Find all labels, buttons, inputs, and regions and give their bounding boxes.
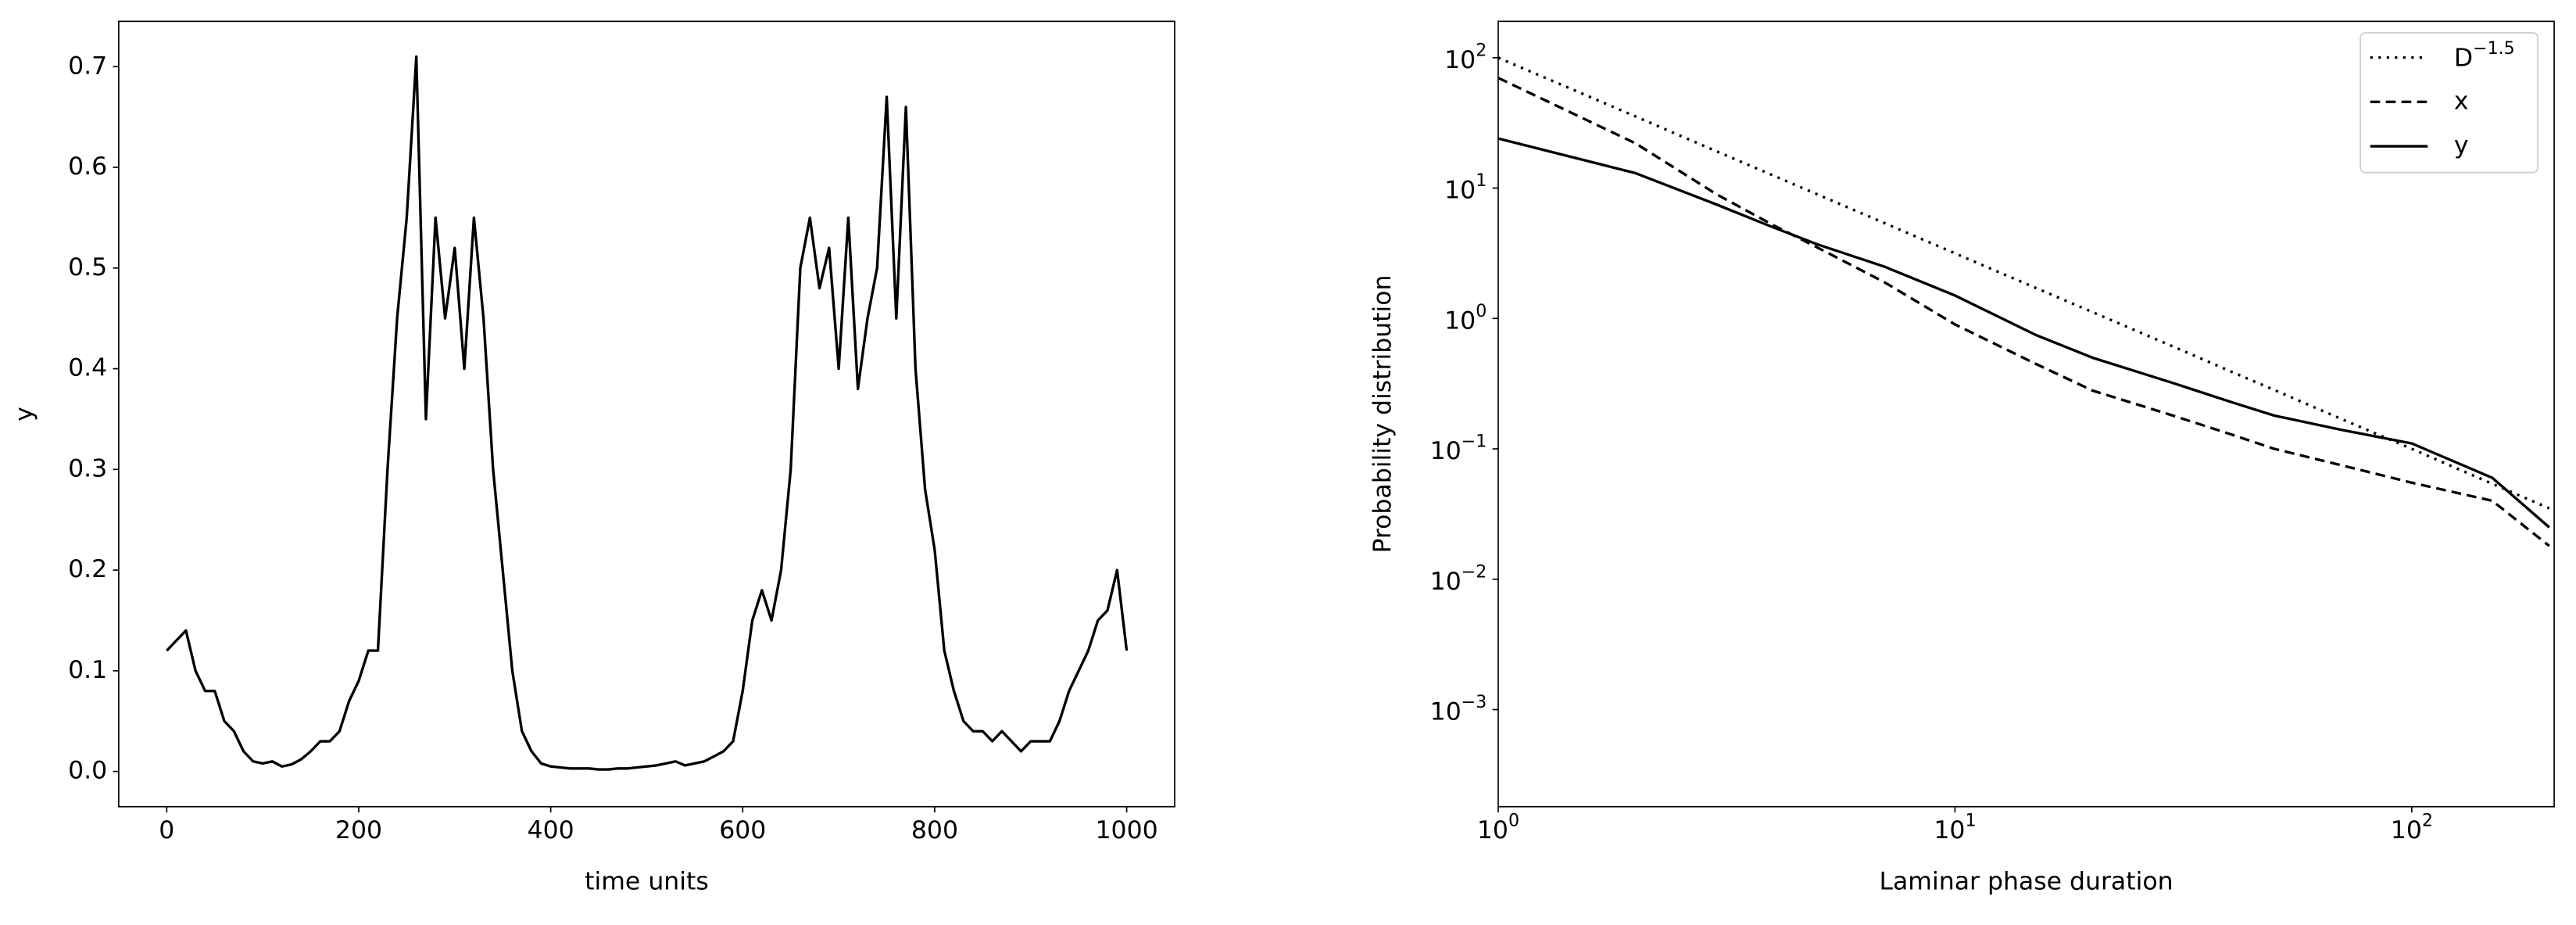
data-line: [166, 55, 1129, 771]
y-axis-label: y: [10, 407, 38, 421]
y-tick-label: 100: [1444, 302, 1487, 335]
y-axis-label: Probability distribution: [1368, 274, 1397, 553]
axes-frame: [1497, 20, 2555, 808]
y-tick-label: 0.3: [68, 454, 107, 482]
plot-area: [1497, 56, 2550, 547]
legend-label: y: [2454, 131, 2469, 160]
y-tick-label: 102: [1444, 41, 1487, 74]
y-tick-label: 10−2: [1430, 562, 1487, 596]
y-tick-label: 0.4: [68, 354, 107, 382]
x-tick-label: 600: [719, 816, 766, 844]
x-tick-label: 400: [528, 816, 574, 844]
y-tick-label: 0.6: [68, 152, 107, 181]
y-tick-label: 0.7: [68, 52, 107, 80]
legend-label: D−1.5: [2454, 39, 2515, 73]
legend-label: x: [2454, 87, 2469, 115]
x-tick-label: 200: [335, 816, 382, 844]
x-tick-label: 800: [911, 816, 958, 844]
axes-frame: [118, 20, 1175, 808]
plot-area: [166, 55, 1129, 771]
y-tick-label: 10−1: [1430, 432, 1487, 466]
legend-box: [2360, 32, 2538, 174]
x-tick-label: 100: [1477, 812, 1519, 845]
x-tick-label: 102: [2391, 812, 2433, 845]
x-axis-label: Laminar phase duration: [1879, 867, 2173, 895]
x-axis-label: time units: [585, 867, 709, 895]
data-line: [1497, 77, 2550, 547]
y-tick-label: 0.1: [68, 656, 107, 684]
x-tick-label: 1000: [1096, 816, 1158, 844]
y-tick-label: 101: [1444, 171, 1487, 205]
data-line: [1497, 137, 2550, 529]
x-tick-label: 0: [159, 816, 174, 844]
y-tick-label: 10−3: [1430, 693, 1487, 726]
y-tick-label: 0.0: [68, 757, 107, 785]
y-tick-label: 0.5: [68, 253, 107, 281]
x-tick-label: 101: [1934, 812, 1976, 845]
y-tick-label: 0.2: [68, 555, 107, 583]
